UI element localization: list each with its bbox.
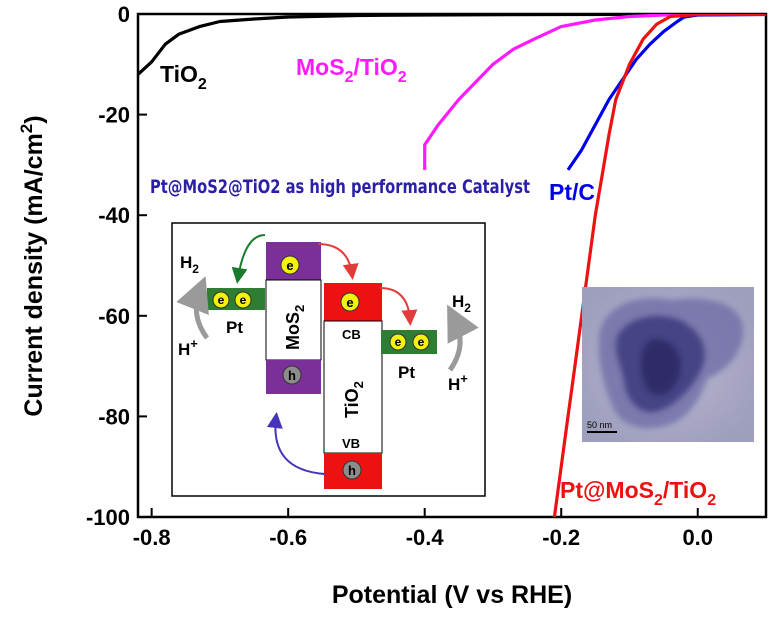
electron-pt-right-2: e (412, 333, 430, 351)
y-tick-label: 0 (118, 2, 130, 27)
h-plus-label-right: H+ (448, 371, 468, 394)
tio2-label: TiO2 (342, 381, 366, 418)
electron-transfer-arrow-tio2-to-pt-right (379, 287, 418, 326)
band-diagram-inset: MoS2 CB TiO2 VB e e e e e e h h (171, 222, 486, 497)
y-axis-ticks: 0 -20 -40 -60 -80 -100 (86, 2, 147, 530)
hole-mos2: h (282, 365, 302, 385)
cb-label: CB (342, 327, 361, 342)
series-label-pt-mos2-tio2: Pt@MoS2/TiO2 (560, 477, 716, 509)
svg-text:e: e (395, 335, 402, 349)
electron-transfer-arrow-to-pt-left (231, 234, 266, 284)
tem-particle-dark (640, 339, 681, 396)
x-tick-label: -0.4 (406, 525, 445, 550)
pt-label-left: Pt (226, 318, 243, 337)
pt-c-curve (566, 14, 766, 171)
electron-pt-left-2: e (234, 291, 252, 309)
tio2-body (323, 320, 383, 454)
mos2-tio2-curve (423, 14, 766, 170)
svg-text:e: e (240, 293, 247, 307)
svg-text:e: e (218, 293, 225, 307)
y-tick-label: -60 (98, 304, 130, 329)
svg-text:e: e (418, 335, 425, 349)
x-tick-label: -0.2 (542, 525, 580, 550)
x-tick-label: 0.0 (682, 525, 713, 550)
chart-annotation: Pt@MoS2@TiO2 as high performance Catalys… (150, 176, 530, 198)
svg-text:h: h (288, 368, 296, 383)
hole-transfer-arrow (266, 412, 326, 475)
h-plus-label-left: H+ (178, 336, 198, 359)
electron-transfer-arrow-mos2-to-tio2 (317, 243, 359, 280)
svg-text:e: e (286, 258, 293, 273)
h2-label-right: H2 (452, 292, 471, 315)
x-tick-label: -0.6 (269, 525, 307, 550)
electron-pt-left-1: e (212, 291, 230, 309)
x-tick-label: -0.8 (133, 525, 171, 550)
mos2-label: MoS2 (283, 305, 307, 350)
hole-tio2: h (342, 460, 362, 480)
tio2-curve (138, 14, 766, 76)
y-tick-label: -40 (98, 203, 130, 228)
series-label-mos2-tio2: MoS2/TiO2 (296, 54, 407, 86)
y-tick-label: -100 (86, 505, 130, 530)
y-tick-label: -80 (98, 404, 130, 429)
tem-image-inset: 50 nm (582, 287, 754, 442)
y-tick-label: -20 (98, 103, 130, 128)
vb-label: VB (342, 436, 360, 451)
h2-evolution-arrow-right (447, 304, 479, 372)
svg-text:e: e (346, 295, 353, 310)
pt-label-right: Pt (398, 363, 415, 382)
x-axis-label: Potential (V vs RHE) (332, 581, 572, 609)
pt-mos2-tio2-curve (552, 14, 766, 517)
y-axis-label: Current density (mA/cm2) (17, 115, 48, 416)
h2-label-left: H2 (180, 253, 199, 276)
tem-scale-label: 50 nm (587, 420, 612, 430)
series-lines (138, 14, 766, 517)
electron-pt-right-1: e (389, 333, 407, 351)
svg-text:h: h (348, 463, 356, 478)
electron-mos2: e (280, 255, 300, 275)
h2-evolution-arrow-left (176, 276, 210, 340)
electron-tio2: e (340, 292, 360, 312)
series-label-tio2: TiO2 (160, 61, 207, 93)
x-axis-ticks: -0.8 -0.6 -0.4 -0.2 0.0 (133, 508, 713, 550)
mos2-body (265, 279, 322, 361)
series-label-pt-c: Pt/C (549, 179, 595, 205)
